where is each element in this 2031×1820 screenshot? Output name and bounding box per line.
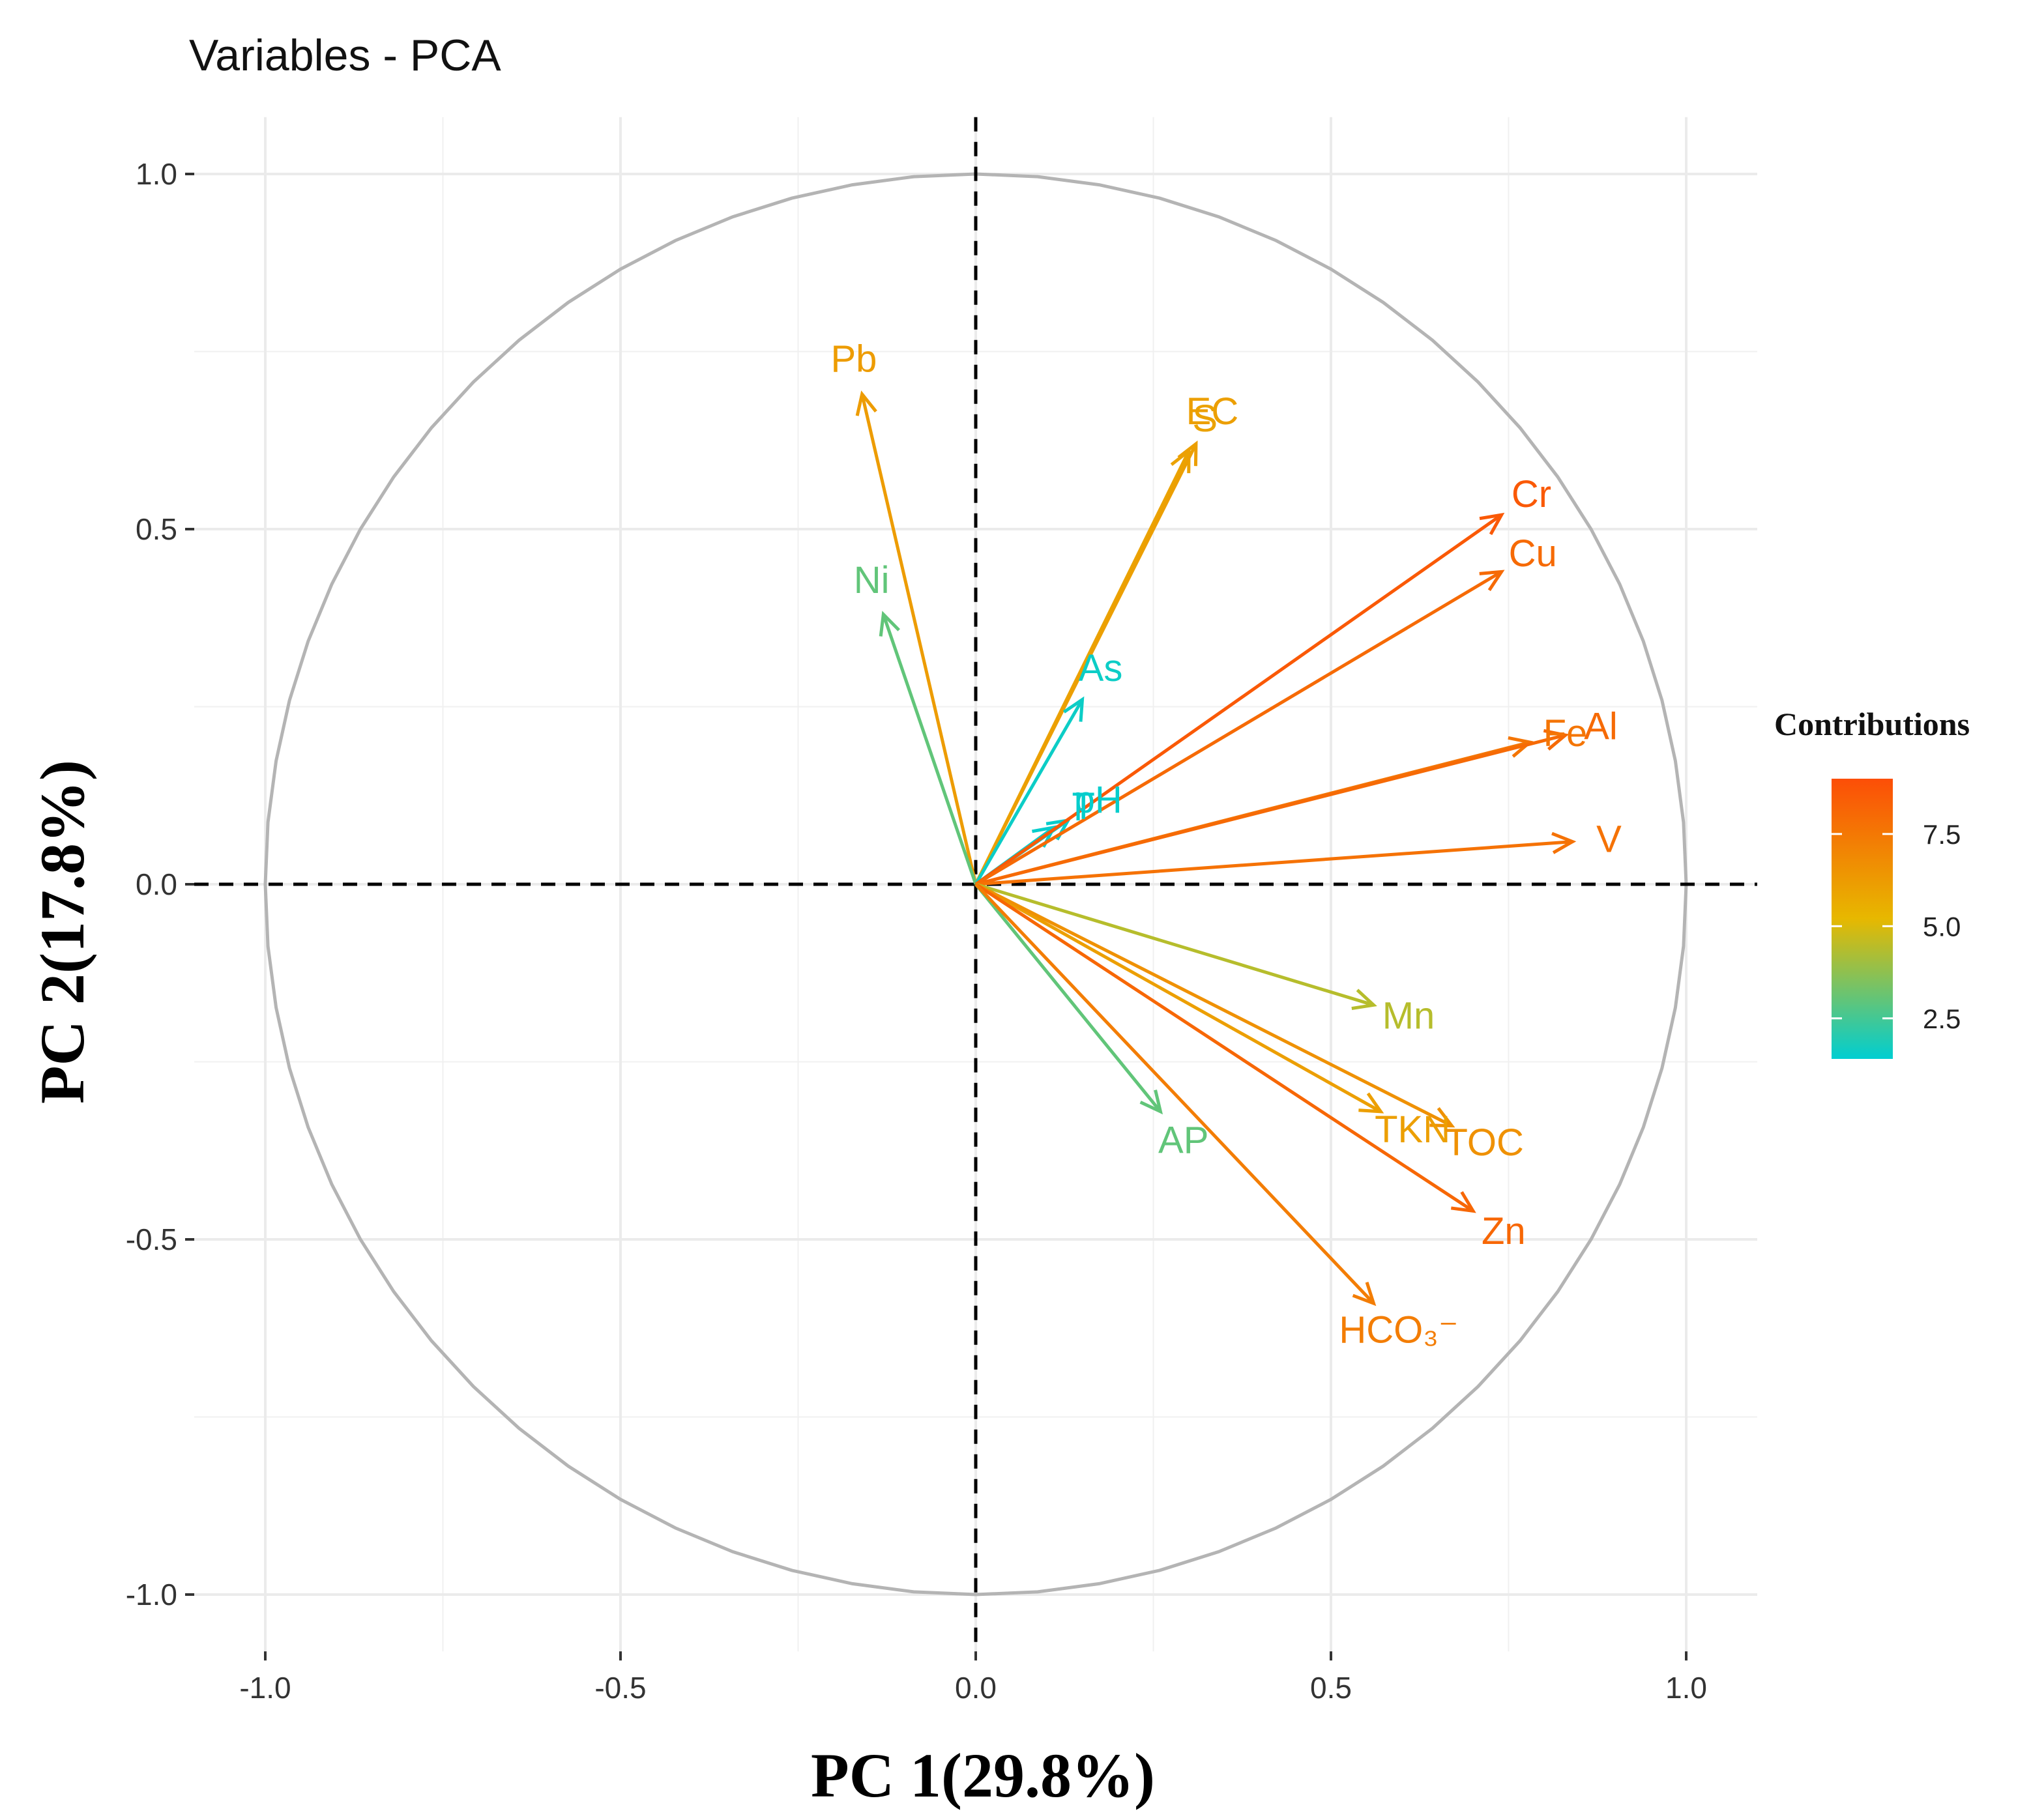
label-ph: pH: [1074, 779, 1122, 821]
arrow-head: [1358, 1092, 1384, 1114]
arrow-shaft: [881, 613, 978, 885]
x-tick-label: 0.5: [1310, 1671, 1352, 1705]
arrow-shaft: [974, 882, 1474, 1213]
x-tick-label: -0.5: [594, 1671, 646, 1705]
arrow-head: [879, 611, 900, 637]
label-ap: AP: [1158, 1119, 1208, 1161]
label-pb: Pb: [830, 338, 877, 380]
arrow-mn: [975, 882, 1377, 1011]
label-s: S: [1192, 397, 1218, 440]
arrow-ni: [879, 611, 978, 885]
arrow-zn: [974, 882, 1476, 1213]
x-axis-ticks: -1.0 -0.5 0.0 0.5 1.0: [239, 1651, 1707, 1705]
arrow-shaft: [974, 882, 1453, 1127]
arrow-shaft: [974, 570, 1502, 886]
arrow-al: [975, 729, 1570, 886]
x-tick-label: 0.0: [955, 1671, 997, 1705]
arrow-pb: [855, 390, 978, 885]
x-axis-label: PC 1(29.8%): [811, 1741, 1155, 1810]
arrow-shaft: [974, 883, 1162, 1113]
legend-ticks: 2.5 5.0 7.5: [1832, 819, 1961, 1034]
y-tick-label: -0.5: [126, 1222, 177, 1256]
arrow-head: [1351, 989, 1377, 1011]
arrow-as: [974, 696, 1085, 886]
label-cr: Cr: [1512, 473, 1551, 515]
arrow-head: [1543, 729, 1570, 751]
arrow-ap: [974, 883, 1163, 1115]
x-tick-label: -1.0: [239, 1671, 291, 1705]
arrow-head: [1479, 570, 1505, 592]
x-tick-label: 1.0: [1665, 1671, 1707, 1705]
arrow-head: [1177, 441, 1198, 467]
arrow-shaft: [974, 883, 1375, 1305]
arrow-head: [1508, 736, 1534, 758]
legend-tick-label: 5.0: [1923, 911, 1961, 942]
chart-title: Variables - PCA: [189, 31, 501, 80]
arrow-head: [1450, 1191, 1476, 1213]
y-axis-ticks: -1.0 -0.5 0.0 0.5 1.0: [126, 157, 194, 1611]
legend-colorbar: [1832, 779, 1893, 1059]
arrow-shaft: [974, 443, 1198, 886]
arrow-v: [975, 831, 1577, 886]
label-hco: HCO₃⁻: [1339, 1309, 1458, 1351]
arrow-shaft: [975, 840, 1573, 886]
label-cu: Cu: [1509, 532, 1557, 575]
y-axis-label: PC 2(17.8%): [27, 760, 97, 1104]
legend-title: Contributions: [1774, 706, 1970, 742]
label-tkn: TKN: [1375, 1108, 1450, 1151]
arrow-shaft: [975, 733, 1566, 886]
legend-tick-label: 2.5: [1923, 1004, 1961, 1034]
label-t: T: [1072, 785, 1094, 828]
arrow-head: [1479, 512, 1505, 536]
label-fe: Fe: [1543, 712, 1588, 755]
y-tick-label: 0.0: [136, 867, 177, 901]
arrow-ec: [974, 441, 1198, 886]
label-al: Al: [1584, 705, 1618, 747]
arrow-head: [1139, 1090, 1163, 1115]
y-tick-label: -1.0: [126, 1578, 177, 1611]
y-tick-label: 0.5: [136, 512, 177, 546]
arrow-shaft: [974, 699, 1084, 886]
arrow-shaft: [860, 394, 978, 885]
label-toc: TOC: [1445, 1121, 1524, 1164]
arrow-hco: [974, 883, 1377, 1307]
arrow-shaft: [974, 513, 1503, 886]
arrow-head: [1062, 696, 1085, 722]
arrow-head: [1429, 1107, 1455, 1128]
arrow-cu: [974, 570, 1505, 886]
legend-tick-label: 7.5: [1923, 819, 1961, 850]
arrow-shaft: [974, 882, 1382, 1113]
label-ni: Ni: [854, 559, 890, 601]
arrow-shaft: [975, 882, 1375, 1007]
color-legend: Contributions 2.5 5.0 7.5: [1774, 706, 1970, 1059]
label-zn: Zn: [1482, 1210, 1526, 1252]
arrow-tkn: [974, 882, 1384, 1114]
y-tick-label: 1.0: [136, 157, 177, 191]
label-as: As: [1079, 647, 1123, 689]
arrow-head: [1352, 1281, 1377, 1307]
label-ec: EC: [1186, 390, 1239, 433]
variable-arrows: [855, 390, 1577, 1307]
label-v: V: [1596, 818, 1622, 861]
arrow-cr: [974, 512, 1505, 886]
label-mn: Mn: [1382, 995, 1435, 1037]
arrow-head: [1551, 831, 1577, 854]
arrow-toc: [974, 882, 1455, 1128]
arrow-head: [855, 390, 877, 416]
unit-circle: [263, 172, 1688, 1596]
